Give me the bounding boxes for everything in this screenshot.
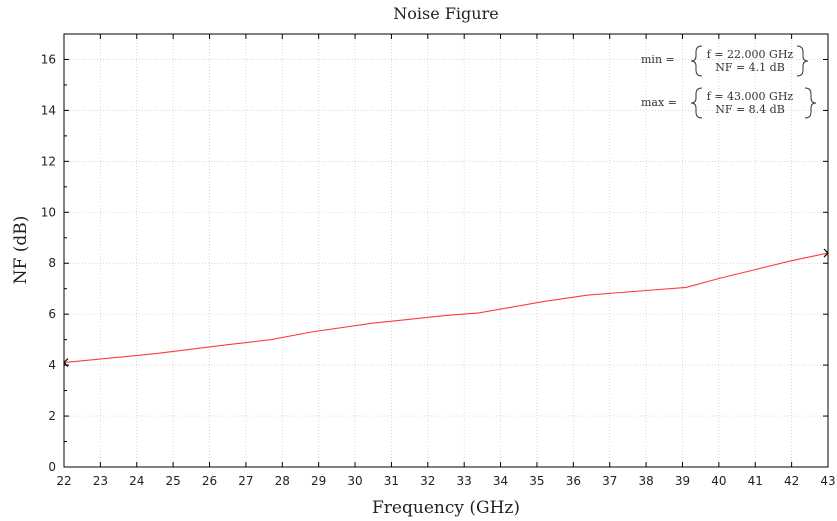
x-tick-label: 25 (166, 474, 181, 488)
x-tick-label: 22 (56, 474, 71, 488)
max-annotation-label: max = (641, 96, 677, 109)
x-tick-label: 39 (675, 474, 690, 488)
x-tick-label: 42 (784, 474, 799, 488)
min-annotation-nf: NF = 4.1 dB (715, 61, 785, 74)
x-tick-label: 38 (638, 474, 653, 488)
series-layer (63, 252, 829, 364)
max-annotation-nf: NF = 8.4 dB (715, 103, 785, 116)
x-tick-label: 23 (93, 474, 108, 488)
y-tick-label: 4 (48, 358, 56, 372)
x-tick-label: 41 (748, 474, 763, 488)
min-annotation-left-brace (690, 45, 703, 77)
x-tick-label: 40 (711, 474, 726, 488)
min-annotation-right-brace (796, 45, 809, 77)
x-tick-label: 31 (384, 474, 399, 488)
max-marker (823, 248, 829, 258)
y-tick-label: 14 (41, 103, 56, 117)
min-annotation-frequency: f = 22.000 GHz (707, 48, 794, 61)
chart-title: Noise Figure (393, 4, 498, 23)
x-tick-label: 26 (202, 474, 217, 488)
x-tick-label: 34 (493, 474, 508, 488)
y-tick-label: 10 (41, 205, 56, 219)
max-annotation-left-brace (690, 87, 703, 119)
x-tick-label: 35 (529, 474, 544, 488)
y-tick-label: 0 (48, 460, 56, 474)
y-tick-label: 2 (48, 409, 56, 423)
y-tick-label: 6 (48, 307, 56, 321)
x-tick-label: 28 (275, 474, 290, 488)
x-tick-label: 36 (566, 474, 581, 488)
max-annotation: max = f = 43.000 GHz NF = 8.4 dB (641, 87, 817, 119)
x-tick-label: 43 (820, 474, 835, 488)
max-annotation-right-brace (804, 87, 817, 119)
extreme-markers (63, 248, 829, 368)
min-annotation-label: min = (641, 53, 675, 66)
x-tick-label: 32 (420, 474, 435, 488)
min-annotation: min = f = 22.000 GHz NF = 4.1 dB (641, 45, 809, 77)
y-tick-label: 12 (41, 154, 56, 168)
max-annotation-frequency: f = 43.000 GHz (707, 90, 794, 103)
x-tick-label: 24 (129, 474, 144, 488)
series-line (63, 252, 829, 364)
x-tick-label: 27 (238, 474, 253, 488)
grid (64, 34, 828, 467)
min-marker (63, 358, 69, 368)
y-tick-label: 16 (41, 52, 56, 66)
x-tick-label: 30 (347, 474, 362, 488)
plot-area-frame (63, 33, 829, 468)
x-tick-label: 29 (311, 474, 326, 488)
x-axis-ticks: 22 23 24 25 26 27 28 29 30 31 32 33 34 35 36 37 38 39 40 41… (56, 34, 836, 488)
y-axis-label: NF (dB) (11, 216, 31, 285)
y-tick-label: 8 (48, 256, 56, 270)
x-tick-label: 33 (457, 474, 472, 488)
y-axis-ticks: 0 2 4 6 8 10 12 14 16 (41, 52, 828, 474)
x-tick-label: 37 (602, 474, 617, 488)
x-axis-label: Frequency (GHz) (372, 498, 520, 518)
